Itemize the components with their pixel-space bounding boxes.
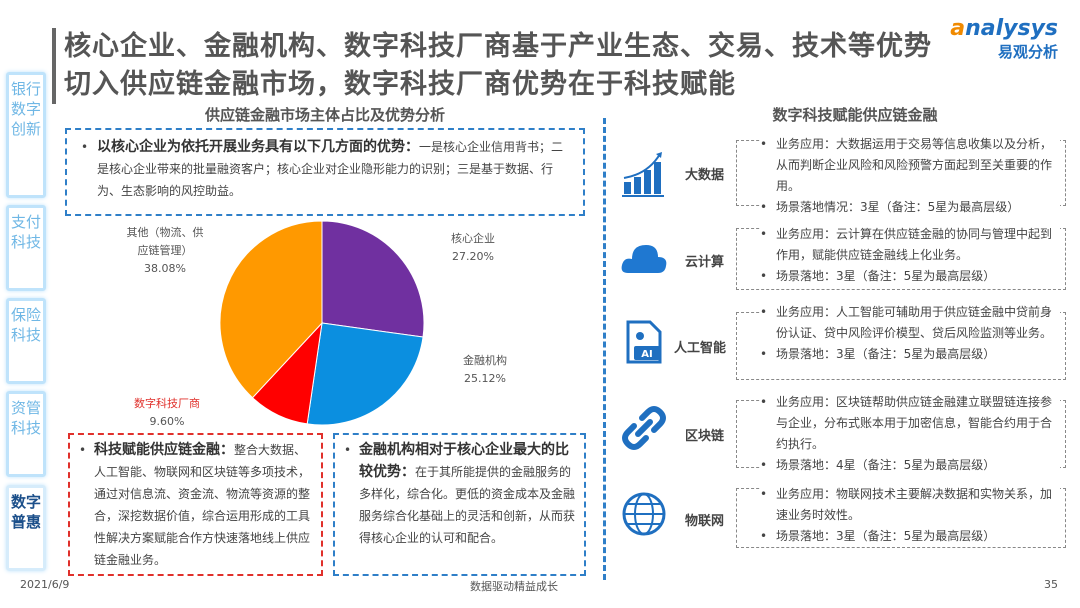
sidebar-tab-insurance[interactable]: 保险科技 (6, 298, 46, 384)
sidebar-tab-payment[interactable]: 支付科技 (6, 205, 46, 291)
chain-link-icon (622, 406, 666, 450)
footer-date: 2021/6/9 (20, 578, 70, 591)
page-title: 核心企业、金融机构、数字科技厂商基于产业生态、交易、技术等优势切入供应链金融市场… (52, 28, 942, 104)
tech-empowerment-box: • 科技赋能供应链金融：整合大数据、人工智能、物联网和区块链等多项技术，通过对信息… (68, 433, 323, 576)
ai-details: 业务应用：人工智能可辅助用于供应链金融中贷前身份认证、贷中风险评价模型、贷后风险… (760, 302, 1060, 365)
right-subtitle: 数字科技赋能供应链金融 (772, 106, 938, 124)
section-divider (603, 118, 606, 580)
footer-slogan: 数据驱动精益成长 (470, 580, 558, 593)
cloud-details: 业务应用：云计算在供应链金融的协同与管理中起到作用，赋能供应链金融线上化业务。场… (760, 224, 1060, 287)
row-label-cloud: 云计算 (685, 255, 725, 270)
sidebar-tab-inclusive[interactable]: 数字普惠 (6, 485, 46, 571)
page-number: 35 (1044, 578, 1058, 591)
pie-slice-core (321, 220, 425, 338)
row-label-ai: 人工智能 (674, 341, 727, 356)
bigdata-details: 业务应用：大数据运用于交易等信息收集以及分析，从而判断企业风险和风险预警方面起到… (760, 134, 1060, 218)
ai-document-icon: AI (626, 320, 662, 364)
sidebar-tab-asset-mgmt[interactable]: 资管科技 (6, 391, 46, 477)
cloud-icon (621, 245, 667, 273)
analysys-logo: analysys 易观分析 (950, 16, 1058, 61)
pie-slice-finance (306, 322, 424, 426)
left-subtitle: 供应链金融市场主体占比及优势分析 (204, 106, 445, 124)
pie-label-core: 核心企业 27.20% (451, 232, 495, 263)
globe-network-icon (622, 492, 666, 536)
pie-chart (219, 220, 425, 426)
row-label-iot: 物联网 (685, 514, 725, 529)
finance-institution-box: • 金融机构相对于核心企业最大的比较优势：在于其所能提供的金融服务的多样化，综合化… (333, 433, 586, 576)
row-label-blockchain: 区块链 (685, 429, 725, 444)
pie-slice-other (219, 220, 323, 399)
pie-label-other: 其他（物流、供应链管理） 38.08% (126, 226, 204, 275)
blockchain-details: 业务应用：区块链帮助供应链金融建立联盟链连接参与企业，分布式账本用于加密信息，智… (760, 392, 1060, 476)
row-label-bigdata: 大数据 (685, 168, 725, 183)
iot-details: 业务应用：物联网技术主要解决数据和实物关系，加速业务时效性。场景落地：3星（备注… (760, 484, 1060, 547)
svg-text:AI: AI (641, 349, 652, 360)
sidebar-tab-bank[interactable]: 银行数字创新 (6, 72, 46, 198)
pie-label-digital: 数字科技厂商 9.60% (134, 397, 200, 428)
pie-label-finance: 金融机构 25.12% (463, 354, 507, 385)
bar-chart-growth-icon (622, 152, 664, 197)
core-enterprise-advantage-box: • 以核心企业为依托开展业务具有以下几方面的优势：一是核心企业信用背书；二是核心企… (65, 128, 585, 216)
